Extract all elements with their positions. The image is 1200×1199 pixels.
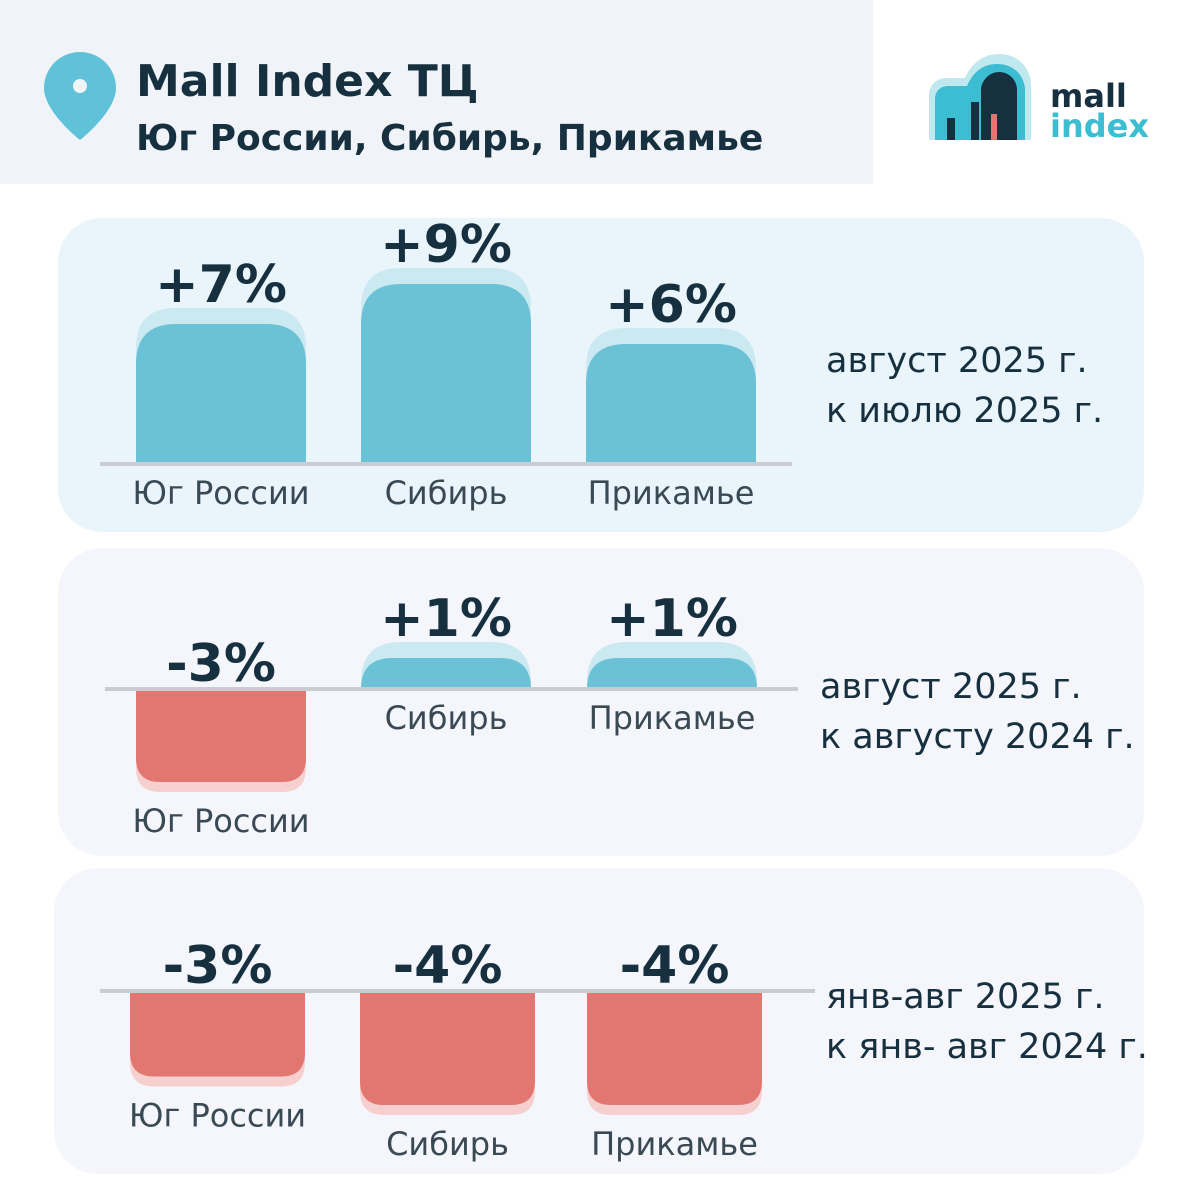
- data-label: -4%: [620, 936, 730, 996]
- category-label: Сибирь: [385, 699, 508, 737]
- bar: [361, 658, 531, 689]
- bar: [360, 991, 535, 1105]
- header-band: Mall Index ТЦ Юг России, Сибирь, Прикамь…: [0, 0, 873, 184]
- caption-panel-3: янв-авг 2025 г. к янв- авг 2024 г.: [826, 972, 1148, 1072]
- caption-panel-1: август 2025 г. к июлю 2025 г.: [826, 336, 1103, 436]
- data-label: -3%: [166, 634, 276, 694]
- chart-1: +7% Юг России +9% Сибирь +6% Прикамье: [100, 215, 792, 512]
- caption-line-1: янв-авг 2025 г.: [826, 977, 1105, 1017]
- bar: [361, 284, 531, 464]
- data-label: -3%: [163, 936, 273, 996]
- page-subtitle: Юг России, Сибирь, Прикамье: [136, 118, 764, 159]
- data-label: +7%: [155, 255, 287, 315]
- bar: [586, 344, 756, 464]
- data-label: +1%: [606, 589, 738, 649]
- bar: [587, 991, 762, 1105]
- page-title: Mall Index ТЦ: [136, 56, 479, 107]
- chart-3: -3% Юг России -4% Сибирь -4% Прикамье: [100, 936, 815, 1163]
- data-label: -4%: [393, 936, 503, 996]
- bar: [130, 991, 305, 1077]
- bar: [136, 324, 306, 464]
- caption-line-2: к августу 2024 г.: [820, 717, 1135, 757]
- data-label: +6%: [605, 275, 737, 335]
- category-label: Прикамье: [588, 474, 755, 512]
- bar: [136, 689, 306, 782]
- data-label: +1%: [380, 589, 512, 649]
- category-label: Юг России: [132, 474, 309, 512]
- logo-text-mall: mall: [1050, 77, 1127, 115]
- mall-index-logo: [929, 54, 1031, 140]
- category-label: Прикамье: [589, 699, 756, 737]
- logo-text-index: index: [1050, 107, 1149, 145]
- category-label: Сибирь: [386, 1125, 509, 1163]
- caption-line-2: к янв- авг 2024 г.: [826, 1027, 1148, 1067]
- data-label: +9%: [380, 215, 512, 275]
- caption-line-1: август 2025 г.: [826, 341, 1088, 381]
- caption-line-2: к июлю 2025 г.: [826, 391, 1104, 431]
- caption-line-1: август 2025 г.: [820, 667, 1082, 707]
- caption-panel-2: август 2025 г. к августу 2024 г.: [820, 662, 1135, 762]
- bar: [587, 658, 757, 689]
- category-label: Юг России: [132, 802, 309, 840]
- chart-2: -3% Юг России +1% Сибирь +1% Прикамье: [105, 589, 798, 840]
- category-label: Сибирь: [385, 474, 508, 512]
- location-pin-icon: [44, 52, 116, 140]
- category-label: Прикамье: [591, 1125, 758, 1163]
- category-label: Юг России: [129, 1097, 306, 1135]
